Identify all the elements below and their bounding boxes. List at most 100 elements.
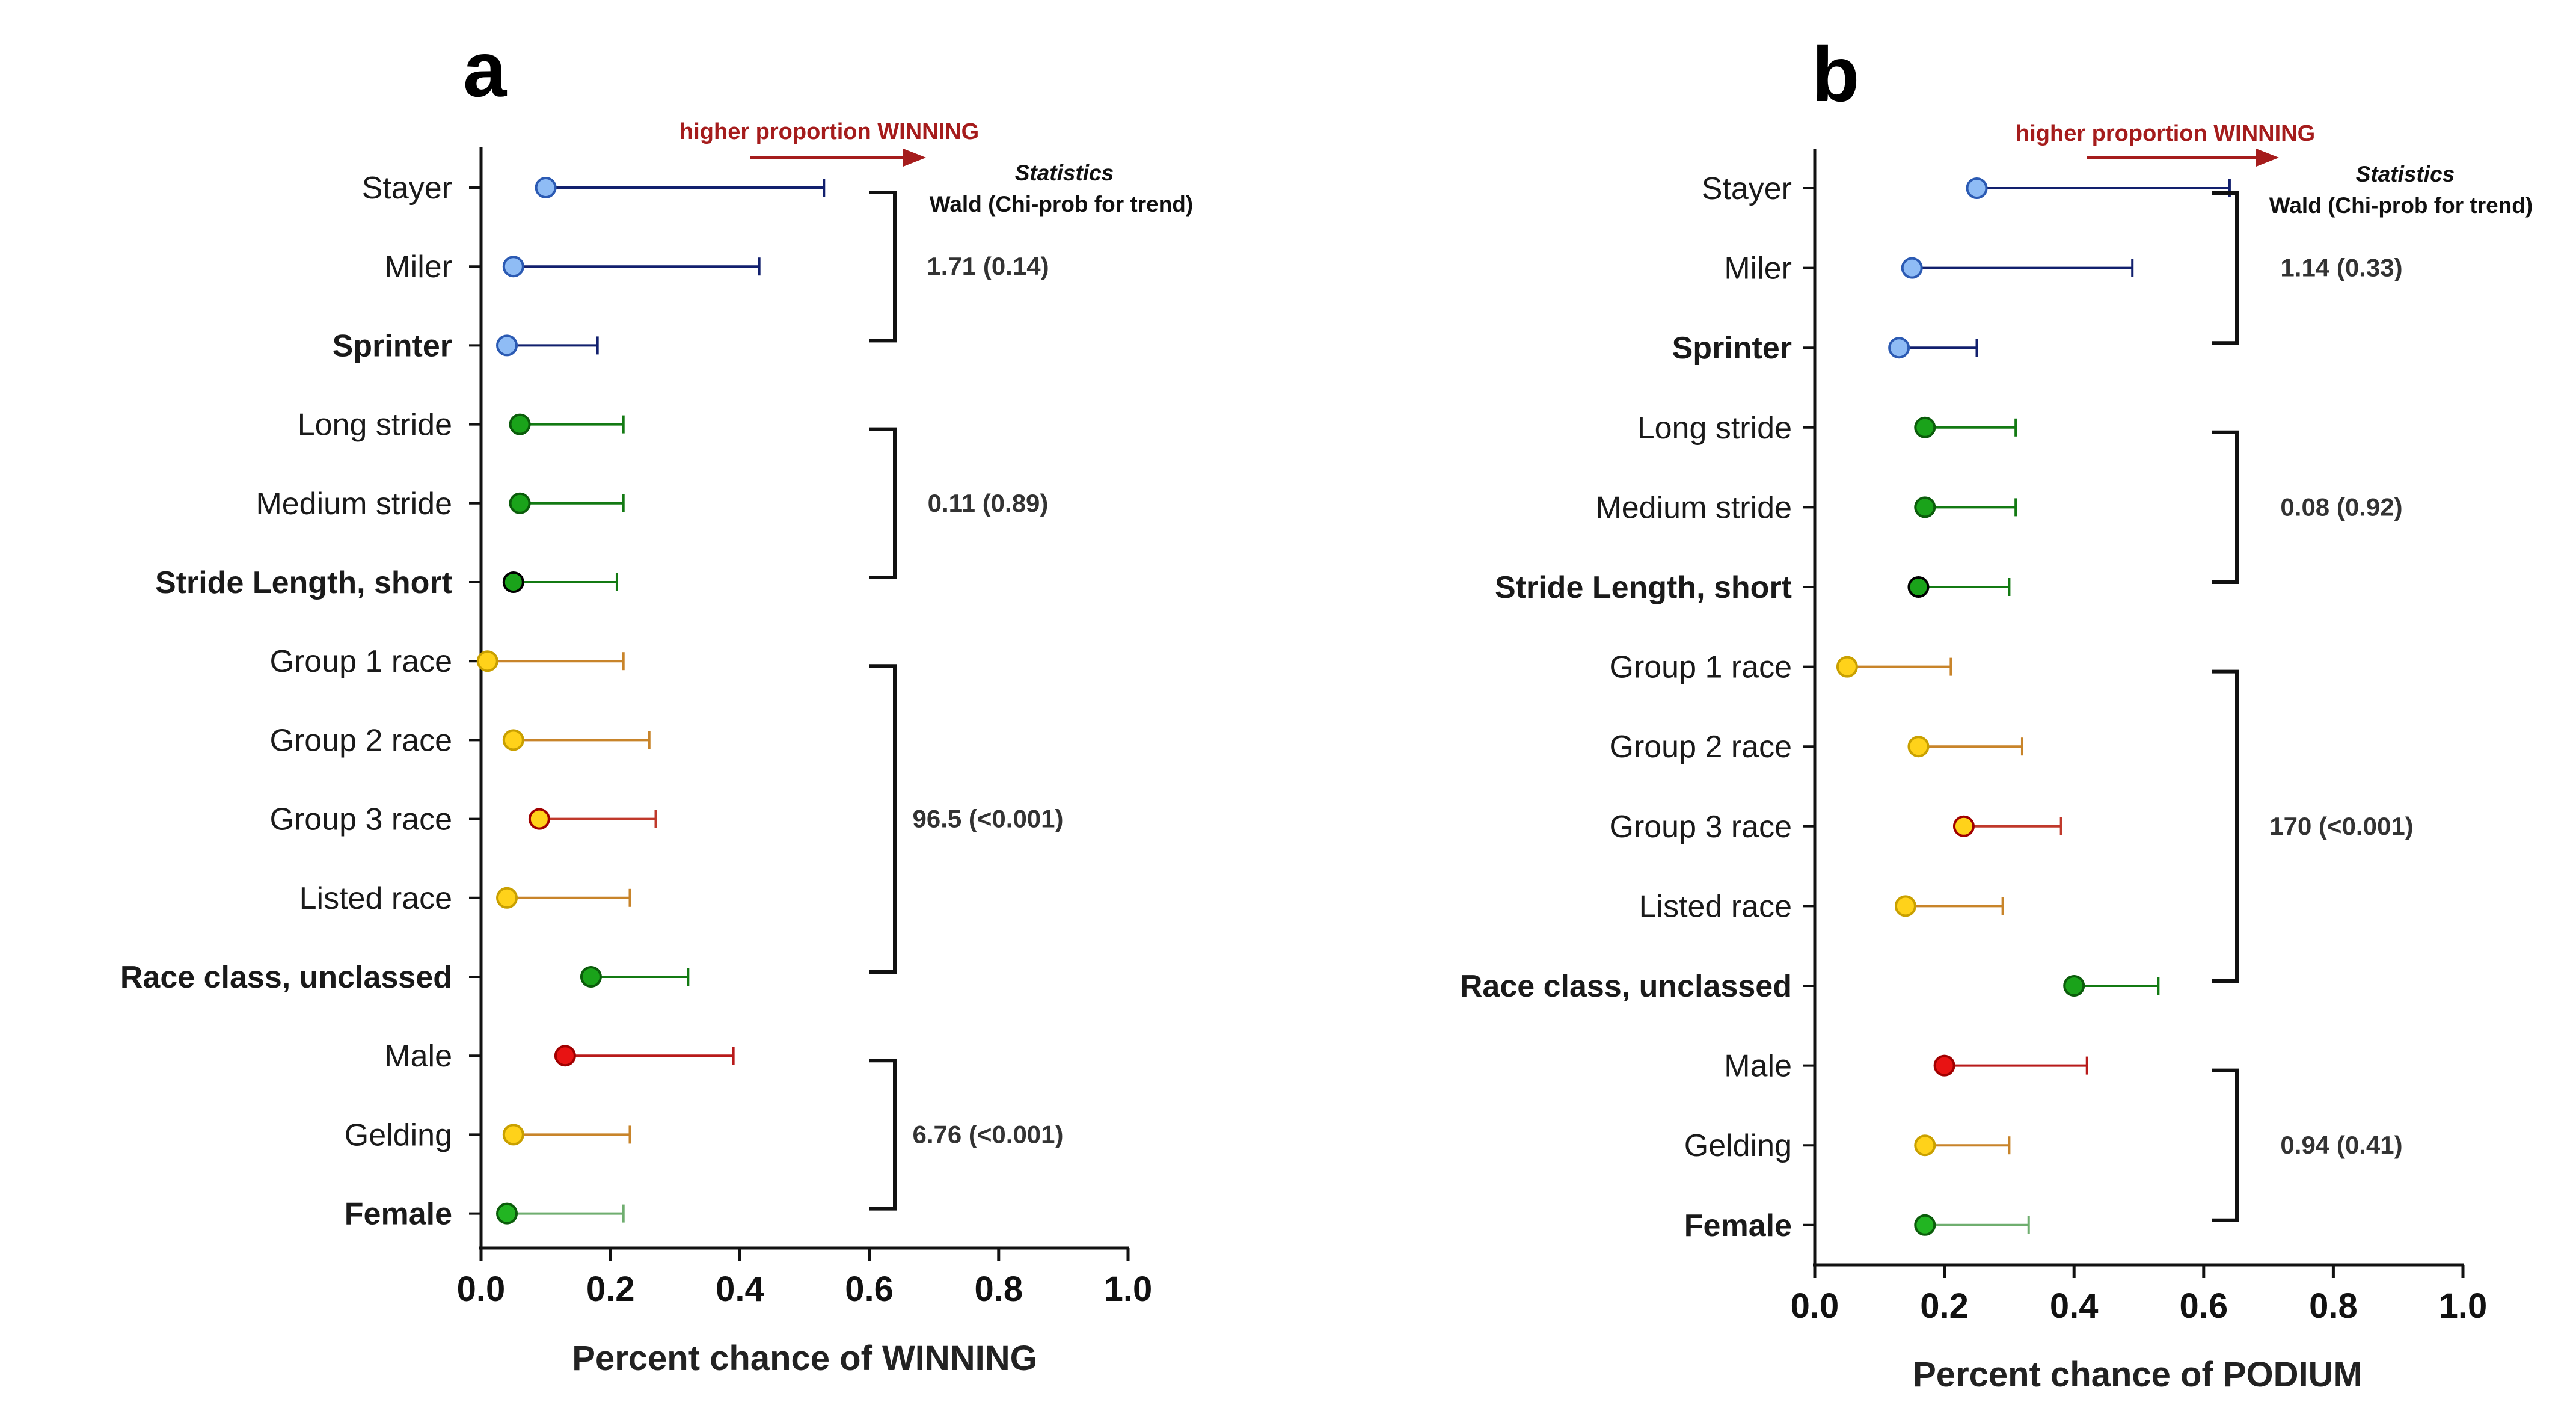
category-label: Stride Length, short bbox=[155, 565, 452, 600]
category-label: Group 3 race bbox=[1610, 810, 1792, 844]
category-label: Race class, unclassed bbox=[1460, 969, 1792, 1004]
data-point bbox=[554, 1045, 576, 1067]
group-bracket bbox=[2212, 1068, 2239, 1222]
group-stat-label: 170 (<0.001) bbox=[2269, 812, 2413, 840]
direction-arrow-head bbox=[2256, 149, 2279, 167]
category-label: Gelding bbox=[345, 1117, 452, 1152]
data-point bbox=[496, 887, 518, 909]
category-label: Long stride bbox=[1637, 411, 1792, 446]
data-point bbox=[580, 966, 602, 988]
category-label: Stayer bbox=[1702, 171, 1792, 206]
data-point bbox=[1914, 1134, 1936, 1157]
x-tick-label: 0.6 bbox=[2179, 1286, 2228, 1326]
x-axis-label: Percent chance of PODIUM bbox=[1913, 1355, 2363, 1394]
data-point bbox=[496, 334, 518, 357]
category-label: Medium stride bbox=[256, 487, 452, 521]
data-point bbox=[1907, 736, 1930, 758]
arrow-label: higher proportion WINNING bbox=[2016, 121, 2315, 146]
stats-header: Statistics bbox=[1015, 161, 1114, 185]
data-point bbox=[1914, 416, 1936, 438]
category-label: Stride Length, short bbox=[1495, 570, 1792, 605]
data-point bbox=[1894, 895, 1916, 917]
data-point bbox=[509, 492, 531, 514]
data-point bbox=[1914, 496, 1936, 518]
category-label: Miler bbox=[1724, 251, 1792, 286]
group-bracket bbox=[869, 1059, 897, 1211]
x-axis-label: Percent chance of WINNING bbox=[572, 1339, 1037, 1378]
category-label: Medium stride bbox=[1595, 490, 1792, 525]
category-label: Miler bbox=[384, 250, 452, 284]
group-bracket bbox=[869, 664, 897, 974]
x-tick-label: 0.8 bbox=[974, 1270, 1023, 1309]
category-label: Group 2 race bbox=[1610, 730, 1792, 764]
data-point bbox=[1966, 177, 1988, 199]
data-point bbox=[509, 413, 531, 435]
data-point bbox=[502, 571, 524, 593]
x-tick-label: 0.4 bbox=[716, 1270, 764, 1309]
panel-a: a 0.0 0.2 0.4 0.6 0.8 1.0 Percent chance of WIN… bbox=[120, 25, 1193, 1378]
data-point bbox=[502, 729, 524, 751]
category-label: Listed race bbox=[1639, 889, 1792, 924]
data-point bbox=[1933, 1054, 1955, 1077]
category-label: Male bbox=[1724, 1049, 1792, 1084]
x-tick-label: 0.6 bbox=[845, 1270, 894, 1309]
data-point bbox=[1888, 337, 1910, 359]
category-label: Long stride bbox=[298, 408, 452, 443]
group-bracket bbox=[869, 427, 897, 579]
data-point bbox=[1907, 576, 1930, 598]
category-label: Group 1 race bbox=[270, 644, 453, 679]
group-stat-label: 96.5 (<0.001) bbox=[912, 805, 1063, 833]
data-point bbox=[528, 808, 550, 830]
x-tick-label: 0.2 bbox=[586, 1270, 635, 1309]
group-stat-label: 0.94 (0.41) bbox=[2280, 1131, 2402, 1159]
x-tick-label: 1.0 bbox=[1104, 1270, 1153, 1309]
category-label: Listed race bbox=[299, 881, 452, 916]
stats-header: Statistics bbox=[2356, 162, 2455, 186]
data-point bbox=[476, 650, 498, 672]
stats-subheader: Wald (Chi-prob for trend) bbox=[2269, 193, 2533, 218]
group-stat-label: 6.76 (<0.001) bbox=[912, 1120, 1063, 1148]
x-tick-label: 0.2 bbox=[1920, 1286, 1969, 1326]
group-stat-label: 1.14 (0.33) bbox=[2280, 254, 2402, 282]
category-label: Group 1 race bbox=[1610, 650, 1792, 685]
data-point bbox=[496, 1202, 518, 1225]
data-point bbox=[1952, 815, 1975, 837]
category-label: Group 3 race bbox=[270, 802, 453, 837]
category-label: Stayer bbox=[362, 171, 452, 206]
category-label: Sprinter bbox=[1672, 331, 1792, 366]
group-bracket bbox=[2212, 669, 2239, 983]
category-label: Female bbox=[345, 1197, 452, 1232]
x-tick-label: 0.8 bbox=[2309, 1286, 2358, 1326]
data-point bbox=[502, 1124, 524, 1146]
group-bracket bbox=[2212, 191, 2239, 345]
stats-subheader: Wald (Chi-prob for trend) bbox=[930, 192, 1193, 217]
category-label: Sprinter bbox=[333, 328, 452, 363]
panel-letter: a bbox=[463, 25, 508, 113]
data-point bbox=[1836, 656, 1858, 678]
category-label: Race class, unclassed bbox=[120, 960, 452, 995]
arrow-label: higher proportion WINNING bbox=[679, 119, 979, 144]
category-label: Female bbox=[1684, 1208, 1792, 1243]
x-tick-label: 0.0 bbox=[457, 1270, 506, 1309]
panel-letter: b bbox=[1812, 30, 1859, 118]
data-point bbox=[535, 177, 557, 198]
category-label: Gelding bbox=[1684, 1128, 1792, 1163]
data-point bbox=[2063, 975, 2085, 997]
group-stat-label: 0.08 (0.92) bbox=[2280, 493, 2402, 521]
data-point bbox=[502, 256, 524, 278]
group-bracket bbox=[869, 191, 897, 343]
category-label: Group 2 race bbox=[270, 723, 453, 758]
direction-arrow-head bbox=[903, 149, 926, 167]
x-tick-label: 0.0 bbox=[1791, 1286, 1839, 1326]
group-bracket bbox=[2212, 430, 2239, 584]
category-label: Male bbox=[384, 1039, 452, 1074]
group-stat-label: 1.71 (0.14) bbox=[927, 252, 1049, 280]
group-stat-label: 0.11 (0.89) bbox=[928, 489, 1049, 517]
x-tick-label: 0.4 bbox=[2050, 1286, 2099, 1326]
data-point bbox=[1901, 257, 1923, 279]
data-point bbox=[1914, 1214, 1936, 1236]
panel-b: b 0.0 0.2 0.4 0.6 0.8 1.0 Percent chance of POD… bbox=[1460, 30, 2533, 1394]
x-tick-label: 1.0 bbox=[2439, 1286, 2488, 1326]
